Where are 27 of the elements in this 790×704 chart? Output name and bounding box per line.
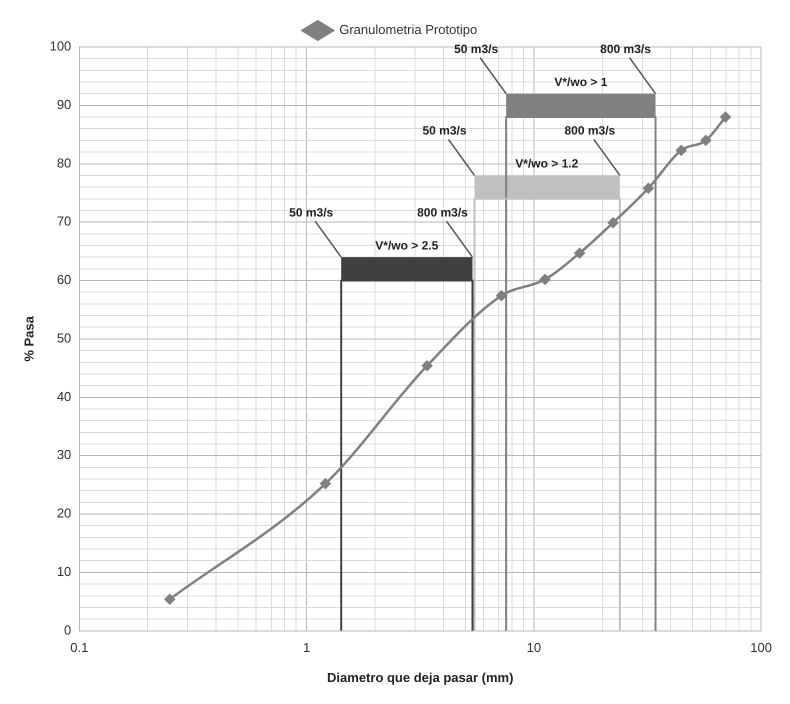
y-tick-label: 90: [56, 96, 72, 112]
y-tick-label: 100: [50, 38, 72, 54]
y-axis-title: % Pasa: [21, 315, 36, 362]
y-tick-label: 50: [56, 330, 72, 346]
x-tick-label: 100: [750, 640, 772, 656]
y-tick-label: 0: [64, 622, 72, 638]
y-tick-label: 20: [56, 506, 72, 521]
annotation: 50 m3/s: [289, 205, 334, 220]
y-tick-label: 60: [56, 272, 72, 288]
annotation: V*/wo > 1.2: [515, 156, 579, 171]
annotation: 50 m3/s: [422, 124, 467, 138]
annotation: 50 m3/s: [454, 42, 498, 56]
annotation: 800 m3/s: [564, 124, 616, 138]
annotation: 800 m3/s: [600, 42, 652, 56]
y-tick-label: 80: [56, 155, 72, 170]
annotation: V*/wo > 2.5: [375, 238, 439, 252]
y-tick-label: 10: [56, 564, 72, 579]
y-tick-label: 30: [56, 447, 72, 462]
x-tick-label: 10: [526, 640, 542, 656]
x-axis-title: Diametro que deja pasar (mm): [327, 670, 514, 685]
x-tick-label: 1: [302, 640, 310, 656]
legend-label: Granulometria Prototipo: [339, 22, 478, 38]
y-tick-label: 40: [56, 388, 72, 404]
x-tick-label: 0.1: [70, 640, 88, 656]
annotation: V*/wo > 1: [554, 75, 608, 90]
annotation: 800 m3/s: [417, 205, 468, 220]
y-tick-label: 70: [56, 214, 72, 229]
